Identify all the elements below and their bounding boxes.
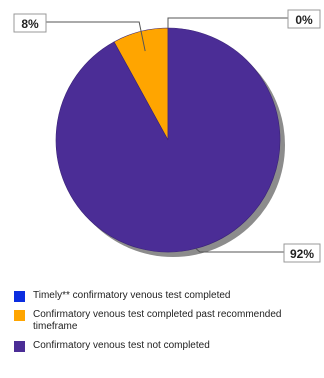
chart-legend: Timely** confirmatory venous test comple…	[14, 290, 314, 359]
leader-line	[195, 248, 284, 253]
legend-label-not-completed: Confirmatory venous test not completed	[33, 340, 210, 351]
data-label: 0%	[295, 13, 313, 27]
data-label-box	[283, 243, 321, 263]
legend-label-past-timeframe: Confirmatory venous test completed past …	[33, 309, 282, 332]
leader-line	[167, 17, 288, 28]
data-label: 92%	[290, 247, 314, 261]
legend-label-timely: Timely** confirmatory venous test comple…	[33, 290, 231, 301]
legend-swatch-not-completed	[14, 341, 25, 352]
data-label-box	[287, 9, 321, 29]
pie-slice	[55, 27, 281, 253]
legend-swatch-timely	[14, 291, 25, 302]
leader-line	[46, 21, 146, 52]
legend-swatch-past-timeframe	[14, 310, 25, 321]
data-label: 8%	[21, 17, 39, 31]
legend-item-past-timeframe: Confirmatory venous test completed past …	[14, 309, 314, 333]
data-label-box	[13, 13, 47, 33]
legend-item-not-completed: Confirmatory venous test not completed	[14, 340, 314, 352]
legend-item-timely: Timely** confirmatory venous test comple…	[14, 290, 314, 302]
